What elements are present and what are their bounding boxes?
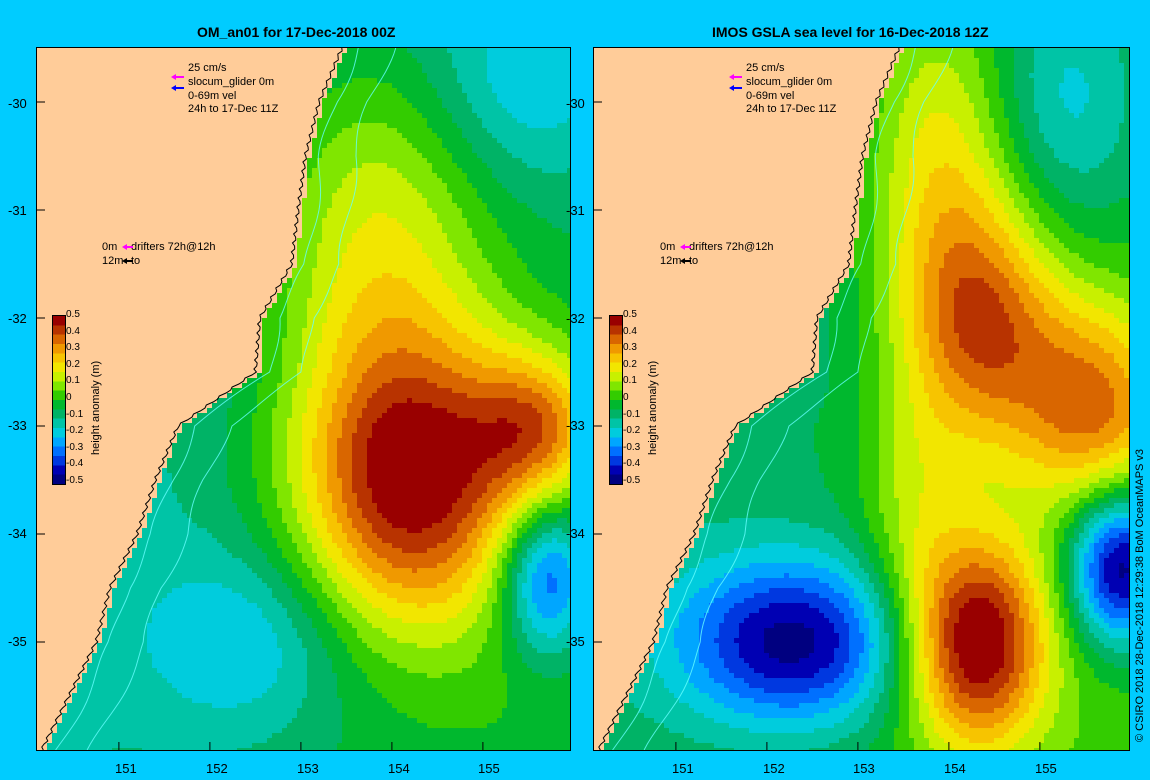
left-lon-tick: 152 [206, 761, 228, 776]
right-panel-title: IMOS GSLA sea level for 16-Dec-2018 12Z [712, 24, 989, 40]
left-lon-tick: 151 [115, 761, 137, 776]
glider-arrow-icon [171, 74, 184, 80]
right-lon-tick: 153 [853, 761, 875, 776]
colorbar-tick-label: -0.2 [66, 425, 83, 436]
velocity-arrow-icon [729, 85, 742, 91]
left-colorbar [52, 315, 66, 485]
colorbar-tick-label: -0.2 [623, 425, 640, 436]
axis-ticks [37, 101, 484, 750]
right-colorbar [609, 315, 623, 485]
scale-label: 25 cm/s [746, 62, 785, 75]
colorbar-tick-label: 0.3 [66, 342, 80, 353]
left-lat-tick: -33 [8, 418, 27, 433]
colorbar-tick-label: 0.2 [66, 359, 80, 370]
right-lat-tick: -31 [566, 203, 585, 218]
drifter-12m-label: 12m [102, 255, 123, 268]
right-sla-map [594, 48, 1129, 750]
drifter-0m-arrow-icon [122, 244, 133, 250]
right-lon-tick: 154 [944, 761, 966, 776]
sla-field [47, 48, 570, 750]
colorbar-tick-label: 0 [623, 392, 629, 403]
colorbar-tick-label: -0.5 [66, 475, 83, 486]
right-lat-tick: -34 [566, 526, 585, 541]
drifter-label: drifters 72h@12h [131, 241, 216, 254]
isobath-line [86, 48, 397, 750]
right-map [593, 47, 1130, 751]
colorbar-tick-label: 0.3 [623, 342, 637, 353]
colorbar-tick-label: 0.1 [623, 375, 637, 386]
drifter-12m-label: 12m [660, 255, 681, 268]
colorbar-tick-label: 0.2 [623, 359, 637, 370]
right-lat-tick: -35 [566, 634, 585, 649]
period-label: 24h to 17-Dec 11Z [188, 103, 278, 116]
left-panel-title: OM_an01 for 17-Dec-2018 00Z [197, 24, 395, 40]
colorbar-tick-label: 0.1 [66, 375, 80, 386]
glider-label: slocum_glider 0m [746, 76, 832, 89]
left-lon-tick: 153 [297, 761, 319, 776]
colorbar-tick-label: -0.4 [66, 458, 83, 469]
right-lon-tick: 152 [763, 761, 785, 776]
colorbar-tick-label: 0.4 [623, 326, 637, 337]
isobath-line [643, 48, 954, 750]
colorbar-tick-label: 0 [66, 392, 72, 403]
right-lon-tick: 151 [672, 761, 694, 776]
isobath-line [55, 48, 359, 750]
right-lon-tick: 155 [1035, 761, 1057, 776]
glider-arrow-icon [729, 74, 742, 80]
colorbar-tick-label: 0.5 [66, 309, 80, 320]
right-colorbar-label: height anomaly (m) [647, 361, 659, 455]
colorbar-tick-label: -0.3 [66, 442, 83, 453]
left-lat-tick: -32 [8, 311, 27, 326]
colorbar-tick-label: -0.4 [623, 458, 640, 469]
drifter-12m-arrow-icon [680, 258, 691, 264]
credit-text: © CSIRO 2018 28-Dec-2018 12:29:38 BoM Oc… [1134, 449, 1146, 742]
velocity-arrow-icon [171, 85, 184, 91]
left-lon-tick: 154 [388, 761, 410, 776]
colorbar-tick-label: 0.5 [623, 309, 637, 320]
left-lon-tick: 155 [478, 761, 500, 776]
left-lat-tick: -34 [8, 526, 27, 541]
right-lat-tick: -30 [566, 96, 585, 111]
drifter-label: drifters 72h@12h [689, 241, 774, 254]
coastline [41, 48, 343, 750]
left-lat-tick: -35 [8, 634, 27, 649]
drifter-to-label: to [131, 255, 140, 268]
right-lat-tick: -33 [566, 418, 585, 433]
left-lat-tick: -30 [8, 96, 27, 111]
colorbar-tick-label: -0.1 [66, 409, 83, 420]
left-colorbar-label: height anomaly (m) [90, 361, 102, 455]
period-label: 24h to 17-Dec 11Z [746, 103, 836, 116]
left-lat-tick: -31 [8, 203, 27, 218]
velocity-label: 0-69m vel [188, 90, 236, 103]
scale-label: 25 cm/s [188, 62, 227, 75]
right-lat-tick: -32 [566, 311, 585, 326]
drifter-0m-label: 0m [660, 241, 675, 254]
drifter-12m-arrow-icon [122, 258, 133, 264]
colorbar-tick-label: -0.1 [623, 409, 640, 420]
colorbar-tick-label: -0.3 [623, 442, 640, 453]
colorbar-tick-label: -0.5 [623, 475, 640, 486]
coastline [598, 48, 900, 750]
colorbar-tick-label: 0.4 [66, 326, 80, 337]
drifter-to-label: to [689, 255, 698, 268]
drifter-0m-arrow-icon [680, 244, 691, 250]
glider-label: slocum_glider 0m [188, 76, 274, 89]
sla-field [604, 48, 1129, 750]
left-map [36, 47, 571, 751]
left-sla-map [37, 48, 570, 750]
velocity-label: 0-69m vel [746, 90, 794, 103]
axis-ticks [594, 101, 1041, 750]
isobath-line [612, 48, 916, 750]
drifter-0m-label: 0m [102, 241, 117, 254]
